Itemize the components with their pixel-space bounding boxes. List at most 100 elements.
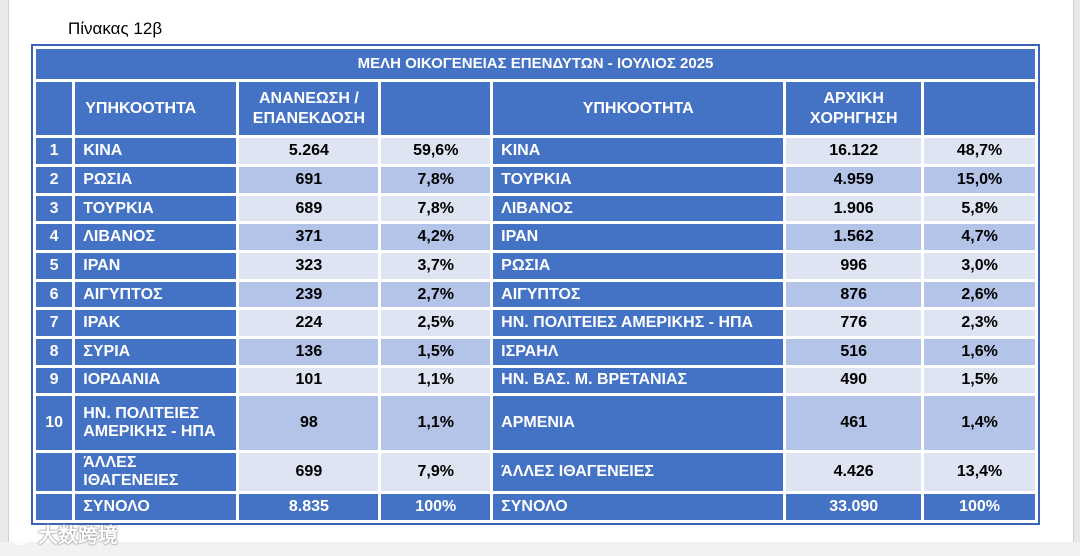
data-table: ΜΕΛΗ ΟΙΚΟΓΕΝΕΙΑΣ ΕΠΕΝΔΥΤΩΝ - ΙΟΥΛΙΟΣ 202… [33,46,1038,523]
renewal-value-cell: 323 [239,253,379,279]
right-nationality-cell: ΡΩΣΙΑ [493,253,784,279]
right-nationality-cell: ΛΙΒΑΝΟΣ [493,195,784,222]
table-row: 4 ΛΙΒΑΝΟΣ 371 4,2% ΙΡΑΝ 1.562 4,7% [36,224,1035,251]
renewal-value-cell: 239 [239,281,379,308]
initial-percent-cell: 1,4% [924,396,1035,450]
initial-value-cell: 1.906 [786,195,922,222]
renewal-value-cell: 136 [239,338,379,365]
total-label-right: ΣΥΝΟΛΟ [493,494,784,520]
renewal-value-cell: 699 [239,452,379,492]
left-nationality-cell: ΆΛΛΕΣ ΙΘΑΓΕΝΕΙΕΣ [75,452,237,492]
initial-percent-cell: 1,5% [924,367,1035,394]
initial-percent-cell: 2,3% [924,310,1035,336]
initial-value-cell: 1.562 [786,224,922,251]
right-nationality-cell: ΗΝ. ΒΑΣ. Μ. ΒΡΕΤΑΝΙΑΣ [493,367,784,394]
watermark: 大数跨境 [10,519,118,548]
renewal-value-cell: 101 [239,367,379,394]
initial-value-cell: 16.122 [786,138,922,165]
table-row: ΆΛΛΕΣ ΙΘΑΓΕΝΕΙΕΣ 699 7,9% ΆΛΛΕΣ ΙΘΑΓΕΝΕΙΕΣ 4… [36,452,1035,492]
left-nationality-cell: ΙΟΡΔΑΝΙΑ [75,367,237,394]
rank-cell: 2 [36,167,73,193]
renewal-percent-cell: 2,7% [381,281,491,308]
total-initial-percent: 100% [924,494,1035,520]
initial-value-cell: 4.426 [786,452,922,492]
renewal-value-cell: 5.264 [239,138,379,165]
initial-value-cell: 876 [786,281,922,308]
renewal-percent-cell: 1,5% [381,338,491,365]
total-initial-value: 33.090 [786,494,922,520]
rank-cell: 9 [36,367,73,394]
rank-cell: 8 [36,338,73,365]
right-nationality-cell: ΆΛΛΕΣ ΙΘΑΓΕΝΕΙΕΣ [493,452,784,492]
initial-percent-cell: 2,6% [924,281,1035,308]
initial-value-cell: 776 [786,310,922,336]
left-nationality-cell: ΚΙΝΑ [75,138,237,165]
table-row: 9 ΙΟΡΔΑΝΙΑ 101 1,1% ΗΝ. ΒΑΣ. Μ. ΒΡΕΤΑΝΙΑΣ 490… [36,367,1035,394]
rank-cell: 5 [36,253,73,279]
right-percent-header [924,81,1035,136]
initial-value-cell: 461 [786,396,922,450]
renewal-percent-cell: 1,1% [381,396,491,450]
initial-grant-header: ΑΡΧΙΚΗ ΧΟΡΗΓΗΣΗ [786,81,922,136]
total-renewal-value: 8.835 [239,494,379,520]
initial-percent-cell: 48,7% [924,138,1035,165]
left-percent-header [381,81,491,136]
left-nationality-cell: ΤΟΥΡΚΙΑ [75,195,237,222]
total-rank-cell [36,494,73,520]
renewal-percent-cell: 7,9% [381,452,491,492]
total-label-left: ΣΥΝΟΛΟ [75,494,237,520]
right-nationality-cell: ΑΡΜΕΝΙΑ [493,396,784,450]
renewal-percent-cell: 7,8% [381,167,491,193]
right-nationality-cell: ΑΙΓΥΠΤΟΣ [493,281,784,308]
left-nationality-cell: ΛΙΒΑΝΟΣ [75,224,237,251]
table-row: 3 ΤΟΥΡΚΙΑ 689 7,8% ΛΙΒΑΝΟΣ 1.906 5,8% [36,195,1035,222]
rank-header [36,81,73,136]
rank-cell: 3 [36,195,73,222]
investors-family-table: ΜΕΛΗ ΟΙΚΟΓΕΝΕΙΑΣ ΕΠΕΝΔΥΤΩΝ - ΙΟΥΛΙΟΣ 202… [31,44,1040,525]
renewal-value-cell: 691 [239,167,379,193]
rank-cell: 10 [36,396,73,450]
renewal-percent-cell: 3,7% [381,253,491,279]
right-nationality-header: ΥΠΗΚΟΟΤΗΤΑ [493,81,784,136]
left-nationality-cell: ΙΡΑΚ [75,310,237,336]
right-nationality-cell: ΙΡΑΝ [493,224,784,251]
right-nationality-cell: ΤΟΥΡΚΙΑ [493,167,784,193]
rank-cell: 4 [36,224,73,251]
initial-percent-cell: 13,4% [924,452,1035,492]
renewal-header: ΑΝΑΝΕΩΣΗ / ΕΠΑΝΕΚΔΟΣΗ [239,81,379,136]
table-row: 8 ΣΥΡΙΑ 136 1,5% ΙΣΡΑΗΛ 516 1,6% [36,338,1035,365]
right-nationality-cell: ΙΣΡΑΗΛ [493,338,784,365]
renewal-value-cell: 371 [239,224,379,251]
initial-value-cell: 490 [786,367,922,394]
table-row: 10 ΗΝ. ΠΟΛΙΤΕΙΕΣ ΑΜΕΡΙΚΗΣ - ΗΠΑ 98 1,1% ΑΡΜΕ… [36,396,1035,450]
initial-percent-cell: 15,0% [924,167,1035,193]
right-nationality-cell: ΗΝ. ΠΟΛΙΤΕΙΕΣ ΑΜΕΡΙΚΗΣ - ΗΠΑ [493,310,784,336]
watermark-text: 大数跨境 [38,525,118,547]
viewer-left-edge [0,0,9,556]
rank-cell: 6 [36,281,73,308]
watermark-logo-icon [10,528,33,545]
left-nationality-cell: ΑΙΓΥΠΤΟΣ [75,281,237,308]
initial-percent-cell: 1,6% [924,338,1035,365]
rank-cell: 7 [36,310,73,336]
total-row: ΣΥΝΟΛΟ 8.835 100% ΣΥΝΟΛΟ 33.090 100% [36,494,1035,520]
table-row: 1 ΚΙΝΑ 5.264 59,6% ΚΙΝΑ 16.122 48,7% [36,138,1035,165]
table-row: 5 ΙΡΑΝ 323 3,7% ΡΩΣΙΑ 996 3,0% [36,253,1035,279]
table-row: 7 ΙΡΑΚ 224 2,5% ΗΝ. ΠΟΛΙΤΕΙΕΣ ΑΜΕΡΙΚΗΣ - ΗΠΑ… [36,310,1035,336]
renewal-percent-cell: 2,5% [381,310,491,336]
left-nationality-cell: ΣΥΡΙΑ [75,338,237,365]
total-renewal-percent: 100% [381,494,491,520]
renewal-percent-cell: 59,6% [381,138,491,165]
table-row: 2 ΡΩΣΙΑ 691 7,8% ΤΟΥΡΚΙΑ 4.959 15,0% [36,167,1035,193]
table-caption: Πίνακας 12β [68,19,163,38]
renewal-percent-cell: 4,2% [381,224,491,251]
renewal-value-cell: 98 [239,396,379,450]
initial-percent-cell: 5,8% [924,195,1035,222]
initial-percent-cell: 3,0% [924,253,1035,279]
initial-value-cell: 4.959 [786,167,922,193]
left-nationality-header: ΥΠΗΚΟΟΤΗΤΑ [75,81,237,136]
left-nationality-cell: ΡΩΣΙΑ [75,167,237,193]
renewal-percent-cell: 7,8% [381,195,491,222]
rank-cell: 1 [36,138,73,165]
rank-cell [36,452,73,492]
